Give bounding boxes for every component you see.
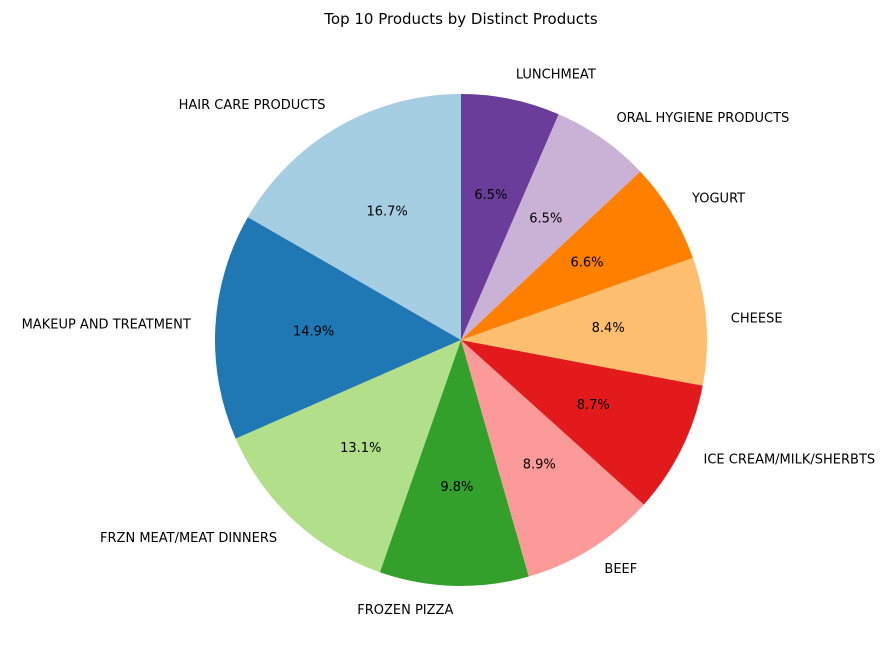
percent-label-1: 14.9% [293, 324, 334, 339]
slice-label-6: CHEESE [731, 312, 783, 327]
percent-label-3: 9.8% [440, 480, 473, 495]
slice-label-2: FRZN MEAT/MEAT DINNERS [100, 531, 277, 546]
slice-label-5: ICE CREAM/MILK/SHERBTS [703, 453, 875, 468]
pie-slice-2 [235, 340, 461, 573]
slice-label-8: ORAL HYGIENE PRODUCTS [616, 111, 789, 126]
pie-slice-3 [379, 340, 529, 586]
percent-label-7: 6.6% [570, 256, 603, 271]
slice-label-7: YOGURT [691, 192, 745, 207]
pie-slice-8 [461, 114, 641, 340]
slice-labels: HAIR CARE PRODUCTS MAKEUP AND TREATMENT FR… [22, 68, 876, 618]
pie-slice-4 [461, 340, 644, 577]
pie-slice-6 [461, 257, 707, 386]
slice-label-4: BEEF [604, 562, 637, 577]
percent-label-5: 8.7% [577, 398, 610, 413]
percent-labels: 16.7% 14.9% 13.1% 9.8% 8.9% 8.7% 8.4% 6.6% 6.5% 6… [293, 188, 625, 495]
slice-label-3: FROZEN PIZZA [357, 603, 453, 618]
pie-slice-5 [461, 340, 703, 505]
pie-slice-7 [461, 171, 693, 340]
slice-label-0: HAIR CARE PRODUCTS [179, 98, 326, 113]
percent-label-0: 16.7% [366, 205, 407, 220]
slice-label-1: MAKEUP AND TREATMENT [22, 318, 191, 333]
pie-slice-9 [461, 94, 559, 340]
percent-label-9: 6.5% [474, 188, 507, 203]
pie-slices [215, 94, 707, 586]
slice-label-9: LUNCHMEAT [516, 68, 596, 83]
pie-slice-0 [247, 94, 461, 340]
percent-label-8: 6.5% [529, 212, 562, 227]
pie-slice-1 [215, 217, 461, 439]
percent-label-2: 13.1% [340, 441, 381, 456]
percent-label-4: 8.9% [523, 458, 556, 473]
chart-title: Top 10 Products by Distinct Products [323, 10, 598, 28]
percent-label-6: 8.4% [592, 321, 625, 336]
